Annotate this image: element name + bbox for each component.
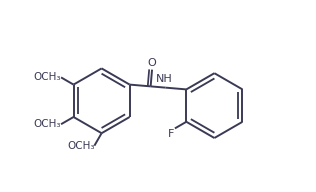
Text: F: F	[168, 129, 174, 139]
Text: OCH₃: OCH₃	[67, 141, 94, 151]
Text: OCH₃: OCH₃	[33, 72, 61, 82]
Text: O: O	[148, 58, 156, 68]
Text: OCH₃: OCH₃	[33, 119, 61, 129]
Text: NH: NH	[156, 74, 173, 84]
